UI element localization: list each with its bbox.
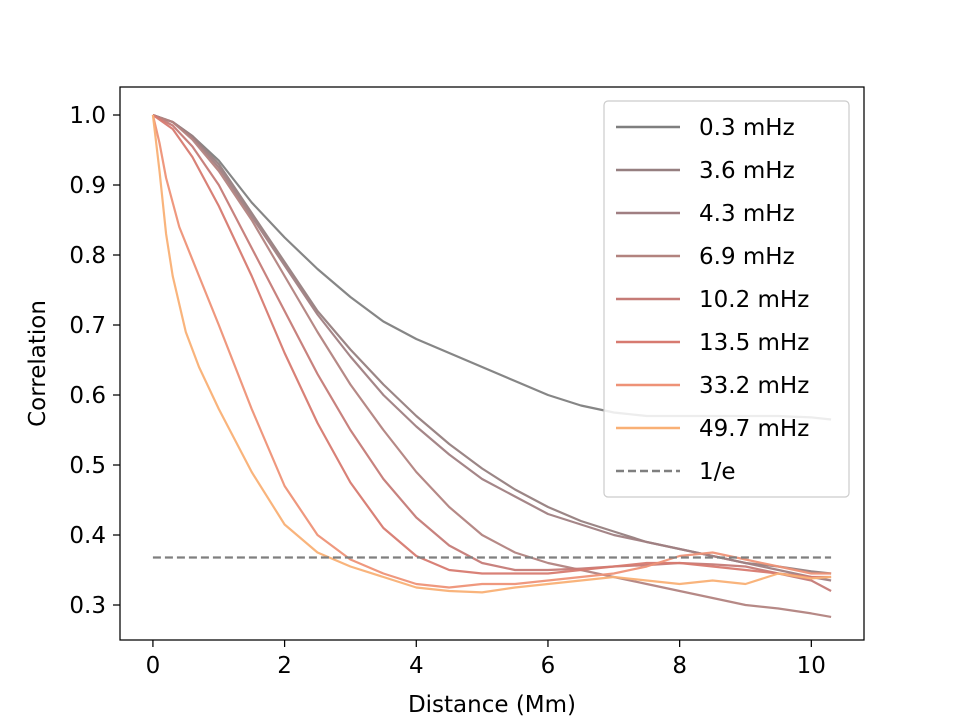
x-tick-label: 4 <box>409 653 424 679</box>
legend-label: 0.3 mHz <box>699 115 795 141</box>
y-tick-label: 0.9 <box>69 173 106 199</box>
legend-label: 1/e <box>699 459 736 485</box>
legend-box <box>603 100 850 498</box>
series-line-4 <box>152 114 832 592</box>
y-tick-label: 1.0 <box>69 103 106 129</box>
legend-label: 33.2 mHz <box>699 373 809 399</box>
legend-label: 13.5 mHz <box>699 330 809 356</box>
y-tick-label: 0.6 <box>69 383 106 409</box>
y-axis: 0.3 0.4 0.5 0.6 0.7 0.8 0.9 1.0 <box>69 103 120 619</box>
x-tick-label: 10 <box>797 653 826 679</box>
series-line-5 <box>152 114 832 579</box>
x-axis-label: Distance (Mm) <box>408 692 576 718</box>
legend-label: 3.6 mHz <box>699 158 795 184</box>
legend-label: 10.2 mHz <box>699 287 809 313</box>
legend-label: 6.9 mHz <box>699 244 795 270</box>
x-tick-label: 2 <box>277 653 292 679</box>
x-tick-label: 8 <box>672 653 687 679</box>
legend: 0.3 mHz 3.6 mHz 4.3 mHz 6.9 mHz 10.2 mHz 13.5… <box>603 100 850 498</box>
y-tick-label: 0.4 <box>69 523 106 549</box>
legend-label: 49.7 mHz <box>699 416 809 442</box>
y-tick-label: 0.3 <box>69 593 106 619</box>
y-tick-label: 0.7 <box>69 313 106 339</box>
series-group <box>151 113 832 618</box>
legend-label: 4.3 mHz <box>699 201 795 227</box>
x-tick-label: 6 <box>541 653 556 679</box>
series-line-3 <box>152 113 832 618</box>
x-axis: 0 2 4 6 8 10 <box>146 640 826 679</box>
y-tick-label: 0.5 <box>69 453 106 479</box>
series-line-6 <box>151 114 832 589</box>
y-axis-label: Correlation <box>25 300 51 427</box>
series-line-7 <box>151 114 832 594</box>
y-tick-label: 0.8 <box>69 243 106 269</box>
x-tick-label: 0 <box>146 653 161 679</box>
plot-area <box>119 86 865 641</box>
